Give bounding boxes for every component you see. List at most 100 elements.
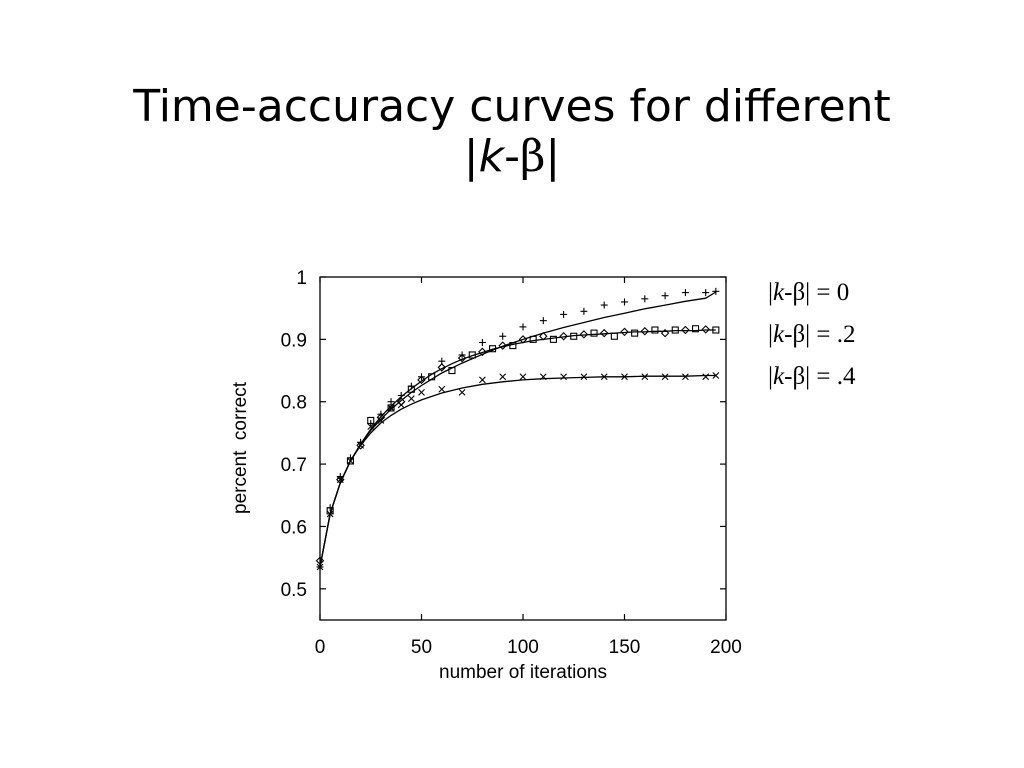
- y-tick-label: 0.6: [281, 517, 307, 538]
- data-point-series-1: [346, 457, 355, 465]
- data-point-series-1: [437, 363, 447, 372]
- x-tick-label: 0: [315, 637, 326, 658]
- data-point-series-0: [641, 295, 649, 303]
- data-point-series-0: [600, 301, 608, 309]
- data-point-series-1: [367, 416, 375, 424]
- data-point-series-2: [702, 373, 710, 381]
- title-k: k: [478, 131, 505, 182]
- data-point-series-1: [428, 373, 436, 381]
- data-point-series-2: [357, 441, 364, 449]
- title-dash: -: [504, 131, 520, 182]
- legend-2-bar: |: [768, 363, 774, 390]
- data-point-series-1: [468, 351, 476, 359]
- data-point-series-2: [438, 385, 446, 393]
- data-point-series-1: [691, 325, 700, 333]
- data-point-series-0: [519, 323, 527, 331]
- data-point-series-1: [478, 347, 487, 357]
- data-point-series-2: [519, 373, 527, 381]
- legend-item-04: |k-β| = .4: [768, 356, 856, 398]
- legend-1-k: k: [773, 321, 785, 348]
- y-tick-label: 0.7: [281, 455, 307, 476]
- data-point-series-1: [640, 326, 650, 336]
- fit-curve-series-1: [319, 329, 716, 568]
- x-tick-label: 200: [710, 637, 742, 658]
- data-point-series-1: [336, 475, 345, 484]
- data-point-series-2: [499, 373, 507, 381]
- data-point-series-1: [387, 404, 395, 412]
- y-axis-label: percent correct: [230, 381, 251, 514]
- data-point-series-1: [681, 325, 690, 335]
- y-tick-label: 1: [296, 268, 307, 289]
- data-point-series-0: [539, 317, 547, 325]
- legend-0-text: -β| =: [784, 279, 837, 306]
- title-bar-open: |: [463, 131, 479, 182]
- data-point-series-2: [712, 372, 720, 379]
- data-point-series-1: [518, 335, 528, 344]
- data-point-series-2: [539, 373, 547, 381]
- data-point-series-2: [336, 476, 344, 484]
- data-point-series-0: [712, 287, 720, 295]
- data-point-series-2: [661, 373, 669, 381]
- x-axis-label: number of iterations: [439, 662, 607, 683]
- data-point-series-1: [701, 325, 710, 334]
- data-point-series-1: [559, 331, 568, 341]
- data-point-series-2: [458, 388, 466, 396]
- fit-curve-series-2: [319, 374, 716, 568]
- data-point-series-2: [367, 423, 375, 431]
- data-point-series-0: [580, 307, 588, 315]
- data-point-series-2: [621, 373, 628, 381]
- legend-item-0: |k-β| = 0: [768, 272, 856, 314]
- axis-ticks: 0 50 100 150 200 1 0.9 0.8 0.7 0.6 0.5: [281, 268, 742, 658]
- data-point-series-2: [641, 373, 649, 381]
- data-point-series-1: [651, 326, 659, 334]
- data-point-series-2: [580, 373, 588, 381]
- x-tick-label: 50: [411, 637, 432, 658]
- legend: |k-β| = 0 |k-β| = .2 |k-β| = .4: [768, 272, 856, 398]
- data-point-series-1: [509, 342, 517, 350]
- data-point-series-0: [702, 289, 710, 297]
- x-tick-label: 100: [507, 637, 539, 658]
- legend-1-bar: |: [768, 321, 774, 348]
- data-point-series-1: [498, 341, 507, 350]
- data-point-series-0: [621, 298, 628, 306]
- data-point-series-1: [579, 330, 589, 339]
- data-point-series-2: [682, 373, 689, 381]
- slide-title-line2: |k-β|: [0, 132, 1024, 182]
- title-beta: β: [519, 131, 546, 182]
- data-point-series-2: [316, 563, 324, 571]
- data-point-series-0: [387, 398, 395, 406]
- data-point-series-1: [610, 332, 618, 340]
- legend-0-k: k: [773, 279, 785, 306]
- y-tick-label: 0.8: [281, 393, 307, 414]
- data-point-series-1: [417, 375, 426, 385]
- legend-1-text: -β| = .2: [784, 321, 856, 348]
- data-point-series-0: [560, 310, 568, 318]
- data-point-series-1: [356, 441, 365, 450]
- data-markers: [315, 287, 720, 571]
- x-tick-label: 150: [609, 637, 641, 658]
- data-point-series-1: [620, 327, 629, 337]
- data-point-series-1: [599, 328, 609, 338]
- data-point-series-0: [478, 338, 486, 346]
- slide-title: Time-accuracy curves for different |k-β|: [0, 82, 1024, 182]
- data-point-series-1: [488, 345, 497, 353]
- slide-title-line1: Time-accuracy curves for different: [133, 81, 891, 132]
- y-tick-label: 0.9: [281, 330, 307, 351]
- data-point-series-2: [377, 417, 385, 424]
- data-point-series-2: [387, 404, 395, 412]
- data-point-series-1: [671, 326, 679, 334]
- data-point-series-1: [407, 385, 415, 393]
- data-point-series-1: [570, 332, 578, 340]
- title-bar-close: |: [545, 131, 561, 182]
- data-point-series-1: [549, 335, 558, 343]
- y-tick-label: 0.5: [281, 580, 307, 601]
- data-point-series-1: [529, 335, 537, 343]
- legend-0-bar: |: [768, 279, 774, 306]
- data-point-series-0: [681, 289, 689, 297]
- legend-item-02: |k-β| = .2: [768, 314, 856, 356]
- legend-2-text: -β| = .4: [784, 363, 856, 390]
- data-point-series-1: [590, 329, 598, 337]
- legend-2-k: k: [773, 363, 785, 390]
- data-point-series-2: [600, 373, 608, 381]
